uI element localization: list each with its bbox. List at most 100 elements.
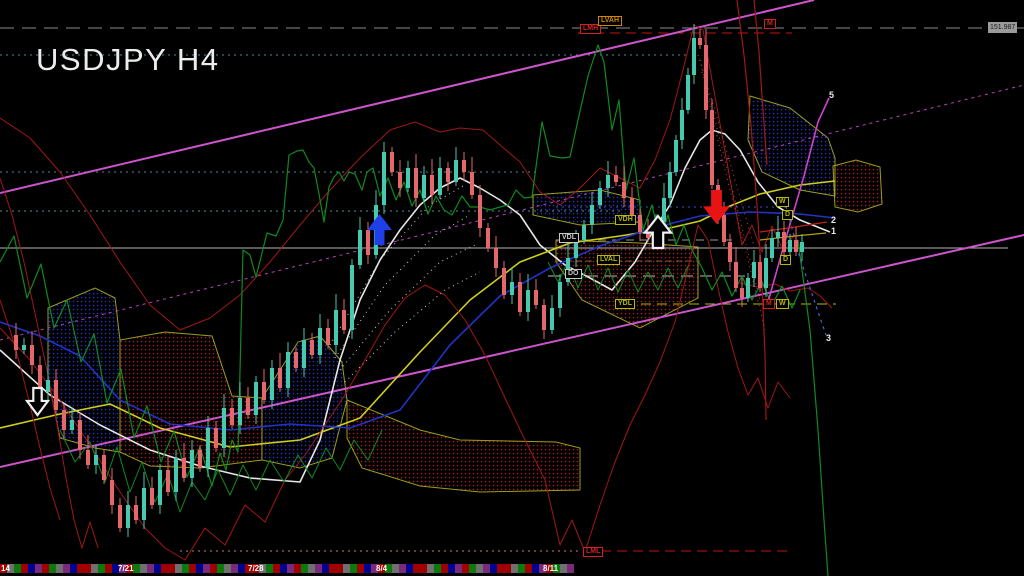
timeline-cell — [161, 564, 168, 573]
symbol-title: USDJPY H4 — [36, 42, 220, 77]
timeline-cell — [77, 564, 84, 573]
candle-down — [182, 458, 186, 478]
chart-label-lvah: LVAH — [598, 16, 623, 26]
channel-dotted[interactable] — [0, 84, 1024, 341]
candle-down — [782, 232, 786, 252]
down-arrow-red[interactable] — [703, 190, 730, 224]
candle-down — [246, 398, 250, 415]
chart-label-m-right: M — [763, 299, 775, 309]
candle-down — [728, 242, 732, 262]
down-arrow-outline[interactable] — [24, 386, 51, 417]
timeline-cell — [553, 564, 560, 573]
candle-up — [598, 188, 602, 205]
timeline-cell — [0, 564, 7, 573]
candle-down — [478, 195, 482, 228]
candle-down — [30, 345, 34, 365]
chart-label-lml: LML — [583, 547, 604, 557]
candle-up — [662, 198, 666, 222]
candle-up — [574, 240, 578, 258]
candle-down — [198, 450, 202, 468]
candle-up — [558, 282, 562, 308]
candle-down — [62, 410, 66, 430]
timeline-date: 7/28 — [248, 564, 264, 573]
candle-down — [166, 470, 170, 492]
chart-label-m-top: M — [764, 19, 776, 29]
candle-down — [326, 328, 330, 345]
timeline-cell — [266, 564, 273, 573]
timeline-cell — [238, 564, 245, 573]
candle-down — [230, 408, 234, 425]
candle-up — [126, 505, 130, 528]
timeline-cell — [182, 564, 189, 573]
channel-upper[interactable] — [0, 0, 815, 194]
candle-up — [776, 232, 780, 238]
timeline-cell — [378, 564, 385, 573]
candle-down — [446, 168, 450, 182]
up-arrow-outline[interactable] — [642, 214, 674, 250]
timeline-cell — [119, 564, 126, 573]
wave-number-1: 1 — [831, 226, 837, 236]
channel-lower[interactable] — [0, 234, 1024, 468]
candle-down — [102, 455, 106, 480]
chart-label-ydl: YDL — [615, 299, 635, 309]
timeline-cell — [196, 564, 203, 573]
timeline-cell — [217, 564, 224, 573]
timeline-strip[interactable]: 14 7/21 7/28 8/4 8/11 — [0, 563, 576, 574]
candle-up — [680, 110, 684, 140]
candle-up — [686, 75, 690, 110]
candle-down — [54, 380, 58, 410]
candle-down — [398, 172, 402, 188]
candle-down — [704, 45, 708, 110]
candle-down — [614, 175, 618, 182]
up-arrow-blue[interactable] — [367, 214, 392, 245]
candle-down — [630, 198, 634, 215]
candlesticks — [14, 24, 804, 537]
candle-up — [350, 265, 354, 330]
timeline-cell — [112, 564, 119, 573]
timeline-cell — [203, 564, 210, 573]
candle-down — [214, 428, 218, 448]
timeline-cell — [392, 564, 399, 573]
candle-up — [382, 152, 386, 205]
timeline-cell — [49, 564, 56, 573]
candle-down — [470, 172, 474, 195]
env-red-lower — [0, 224, 791, 561]
ma-blue — [0, 211, 836, 431]
candle-up — [668, 172, 672, 198]
candle-down — [310, 340, 314, 355]
chart-label-vdl: VDL — [559, 233, 579, 243]
timeline-cell — [91, 564, 98, 573]
timeline-cell — [336, 564, 343, 573]
timeline-cell — [357, 564, 364, 573]
candle-up — [206, 428, 210, 468]
timeline-date: 8/11 — [543, 564, 559, 573]
candle-down — [134, 505, 138, 520]
ma-white — [0, 129, 831, 483]
timeline-cell — [413, 564, 420, 573]
red-left-1 — [0, 177, 99, 549]
timeline-cell — [462, 564, 469, 573]
candle-up — [142, 488, 146, 520]
timeline-cell — [504, 564, 511, 573]
timeline-cell — [7, 564, 14, 573]
timeline-cell — [476, 564, 483, 573]
timeline-cell — [385, 564, 392, 573]
timeline-cell — [308, 564, 315, 573]
candle-down — [646, 232, 650, 238]
timeline-cell — [273, 564, 280, 573]
timeline-cell — [560, 564, 567, 573]
candle-up — [46, 380, 50, 392]
timeline-cell — [21, 564, 28, 573]
timeline-cell — [154, 564, 161, 573]
timeline-cell — [231, 564, 238, 573]
candle-up — [510, 282, 514, 295]
candle-up — [358, 230, 362, 265]
candle-up — [22, 345, 26, 350]
timeline-cell — [518, 564, 525, 573]
timeline-cell — [427, 564, 434, 573]
timeline-cell — [448, 564, 455, 573]
candle-down — [722, 215, 726, 242]
ichimoku-clouds — [47, 95, 883, 493]
